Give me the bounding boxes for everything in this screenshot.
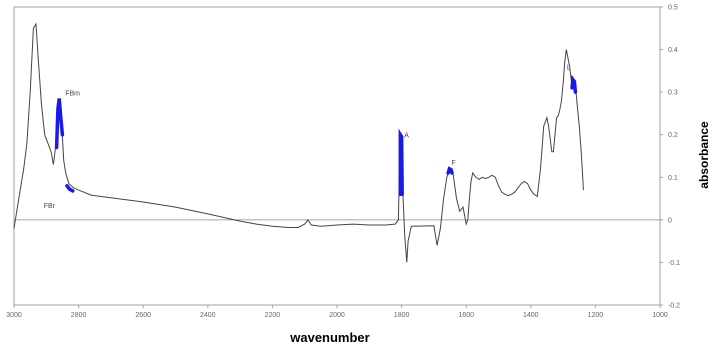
x-tick-label: 1000: [652, 312, 668, 319]
y-tick-label: 0.4: [668, 47, 678, 54]
x-tick-label: 2400: [200, 312, 216, 319]
highlight-label: A: [404, 133, 409, 140]
y-tick-label: -0.1: [668, 260, 680, 267]
x-axis-title: wavenumber: [289, 330, 369, 345]
y-tick-label: 0.5: [668, 5, 678, 12]
x-tick-label: 1400: [523, 312, 539, 319]
x-tick-label: 1800: [394, 312, 410, 319]
highlight-label: FBr: [44, 203, 56, 210]
highlight-fbm: [54, 98, 65, 150]
y-axis-ticks: 0.5 0.4 0.3 0.2 0.1 0 -0.1 -0.2: [660, 5, 680, 310]
y-tick-label: 0: [668, 217, 672, 224]
highlight-label: F: [451, 160, 455, 167]
spectrum-line: [13, 22, 584, 263]
x-tick-label: 3000: [6, 312, 22, 319]
y-axis-title: absorbance: [697, 121, 711, 189]
y-tick-label: -0.2: [668, 303, 680, 310]
x-tick-label: 2000: [329, 312, 345, 319]
x-tick-label: 2200: [265, 312, 281, 319]
highlight-fbr: [65, 184, 75, 193]
x-axis-ticks: 3000 2800 2600 2400 2200 2000 1800 1600 1400 1200…: [6, 305, 668, 319]
x-tick-label: 2600: [135, 312, 151, 319]
y-tick-label: 0.1: [668, 175, 678, 182]
y-tick-label: 0.3: [668, 90, 678, 97]
y-tick-label: 0.2: [668, 132, 678, 139]
x-tick-label: 2800: [71, 312, 87, 319]
highlight-f: [446, 166, 454, 175]
x-tick-label: 1600: [458, 312, 474, 319]
plot-frame: [13, 6, 661, 306]
highlight-label: L: [567, 64, 571, 71]
highlight-label: FBm: [65, 91, 80, 98]
x-tick-label: 1200: [588, 312, 604, 319]
highlight-l: [570, 74, 578, 94]
highlight-a: [398, 128, 404, 197]
peak-highlights: FBm FBr A F L: [44, 64, 578, 210]
